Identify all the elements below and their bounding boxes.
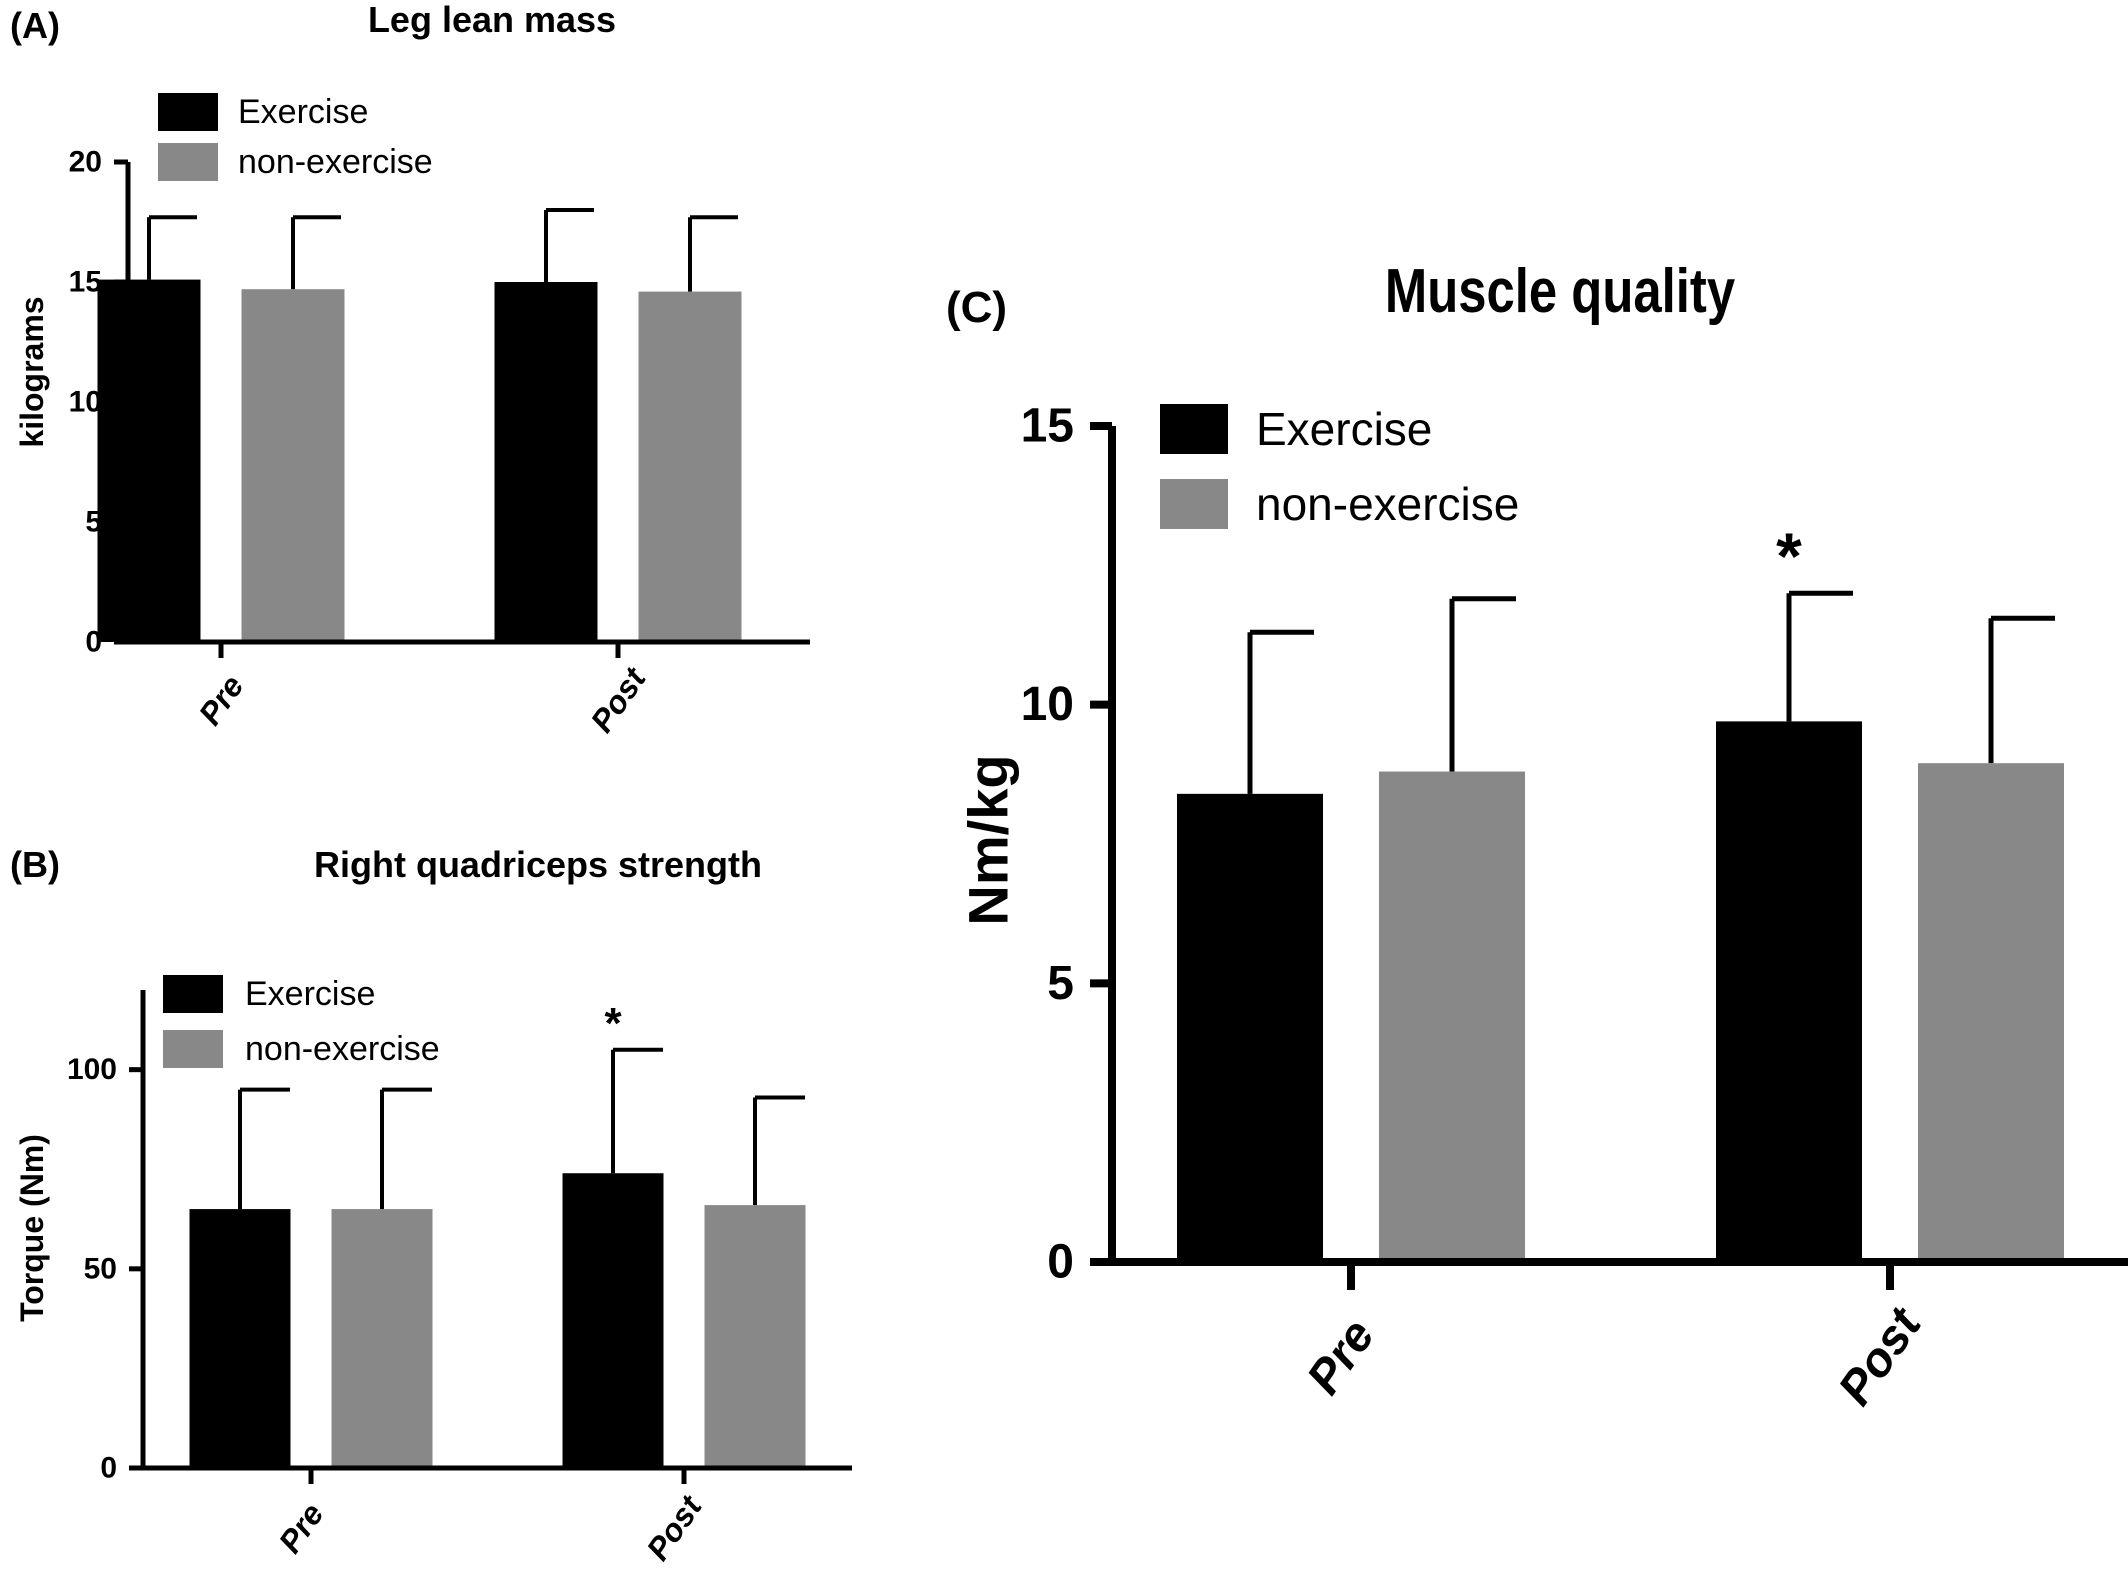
y-tick-label: 100 xyxy=(67,1053,117,1086)
bar-exercise-post xyxy=(562,1173,664,1468)
y-tick-label: 10 xyxy=(1021,678,1074,731)
y-tick-label: 15 xyxy=(1021,400,1074,453)
y-tick-label: 5 xyxy=(1047,957,1074,1010)
significance-marker: * xyxy=(1776,519,1802,593)
y-tick-label: 20 xyxy=(69,146,102,179)
x-tick-label-pre: Pre xyxy=(1297,1310,1385,1404)
legend-swatch xyxy=(158,143,218,181)
legend-swatch xyxy=(1160,479,1228,529)
y-tick-label: 0 xyxy=(85,626,102,659)
legend-label: Exercise xyxy=(238,93,368,131)
legend-label: non-exercise xyxy=(245,1030,440,1068)
y-tick-label: 0 xyxy=(100,1452,117,1485)
x-tick-label-post: Post xyxy=(583,660,653,739)
bar-non-exercise-post xyxy=(704,1205,806,1468)
legend-label: Exercise xyxy=(245,975,375,1013)
chart-title: Right quadriceps strength xyxy=(314,844,762,885)
bar-exercise-pre xyxy=(189,1209,291,1468)
bar-non-exercise-post xyxy=(638,291,742,642)
chart-title: Leg lean mass xyxy=(368,0,616,40)
legend-swatch xyxy=(163,1030,223,1068)
x-tick-label-pre: Pre xyxy=(271,1497,330,1560)
bar-non-exercise-pre xyxy=(1379,771,1525,1262)
chart-title: Muscle quality xyxy=(1385,257,1736,326)
y-tick-label: 10 xyxy=(69,386,102,419)
bar-non-exercise-post xyxy=(1918,763,2064,1262)
legend-swatch xyxy=(163,975,223,1013)
legend-swatch xyxy=(1160,404,1228,454)
bar-exercise-post xyxy=(494,282,598,642)
y-tick-label: 0 xyxy=(1047,1236,1074,1289)
bar-exercise-pre xyxy=(97,279,201,642)
y-axis-title: kilograms xyxy=(14,296,50,447)
legend-label: non-exercise xyxy=(1256,478,1519,530)
bar-exercise-post xyxy=(1716,721,1862,1262)
bar-non-exercise-pre xyxy=(241,289,345,642)
y-axis-title: Torque (Nm) xyxy=(14,1134,50,1322)
panel-letter: (A) xyxy=(10,5,60,46)
y-axis-title: Nm/kg xyxy=(957,754,1020,925)
bar-non-exercise-pre xyxy=(331,1209,433,1468)
panel-b: (B) Right quadriceps strength Torque (Nm) *… xyxy=(10,844,852,1567)
legend-swatch xyxy=(158,93,218,131)
bar-exercise-pre xyxy=(1177,793,1323,1262)
legend-label: non-exercise xyxy=(238,143,433,181)
panel-letter: (B) xyxy=(10,844,60,885)
panel-letter: (C) xyxy=(946,283,1007,332)
y-tick-label: 50 xyxy=(84,1252,117,1285)
y-tick-label: 5 xyxy=(85,506,102,539)
x-tick-label-pre: Pre xyxy=(191,669,250,732)
legend-label: Exercise xyxy=(1256,403,1432,455)
y-tick-label: 15 xyxy=(69,266,102,299)
panel-c: (C) Muscle quality Nm/kg * 0 5 10 15 Pre Post Exer… xyxy=(946,257,2128,1415)
significance-marker: * xyxy=(604,999,622,1048)
x-tick-label-post: Post xyxy=(1828,1298,1932,1415)
x-tick-label-post: Post xyxy=(639,1488,709,1567)
panel-a: (A) Leg lean mass kilograms 0 5 10 15 20 Pre Post… xyxy=(10,0,810,739)
